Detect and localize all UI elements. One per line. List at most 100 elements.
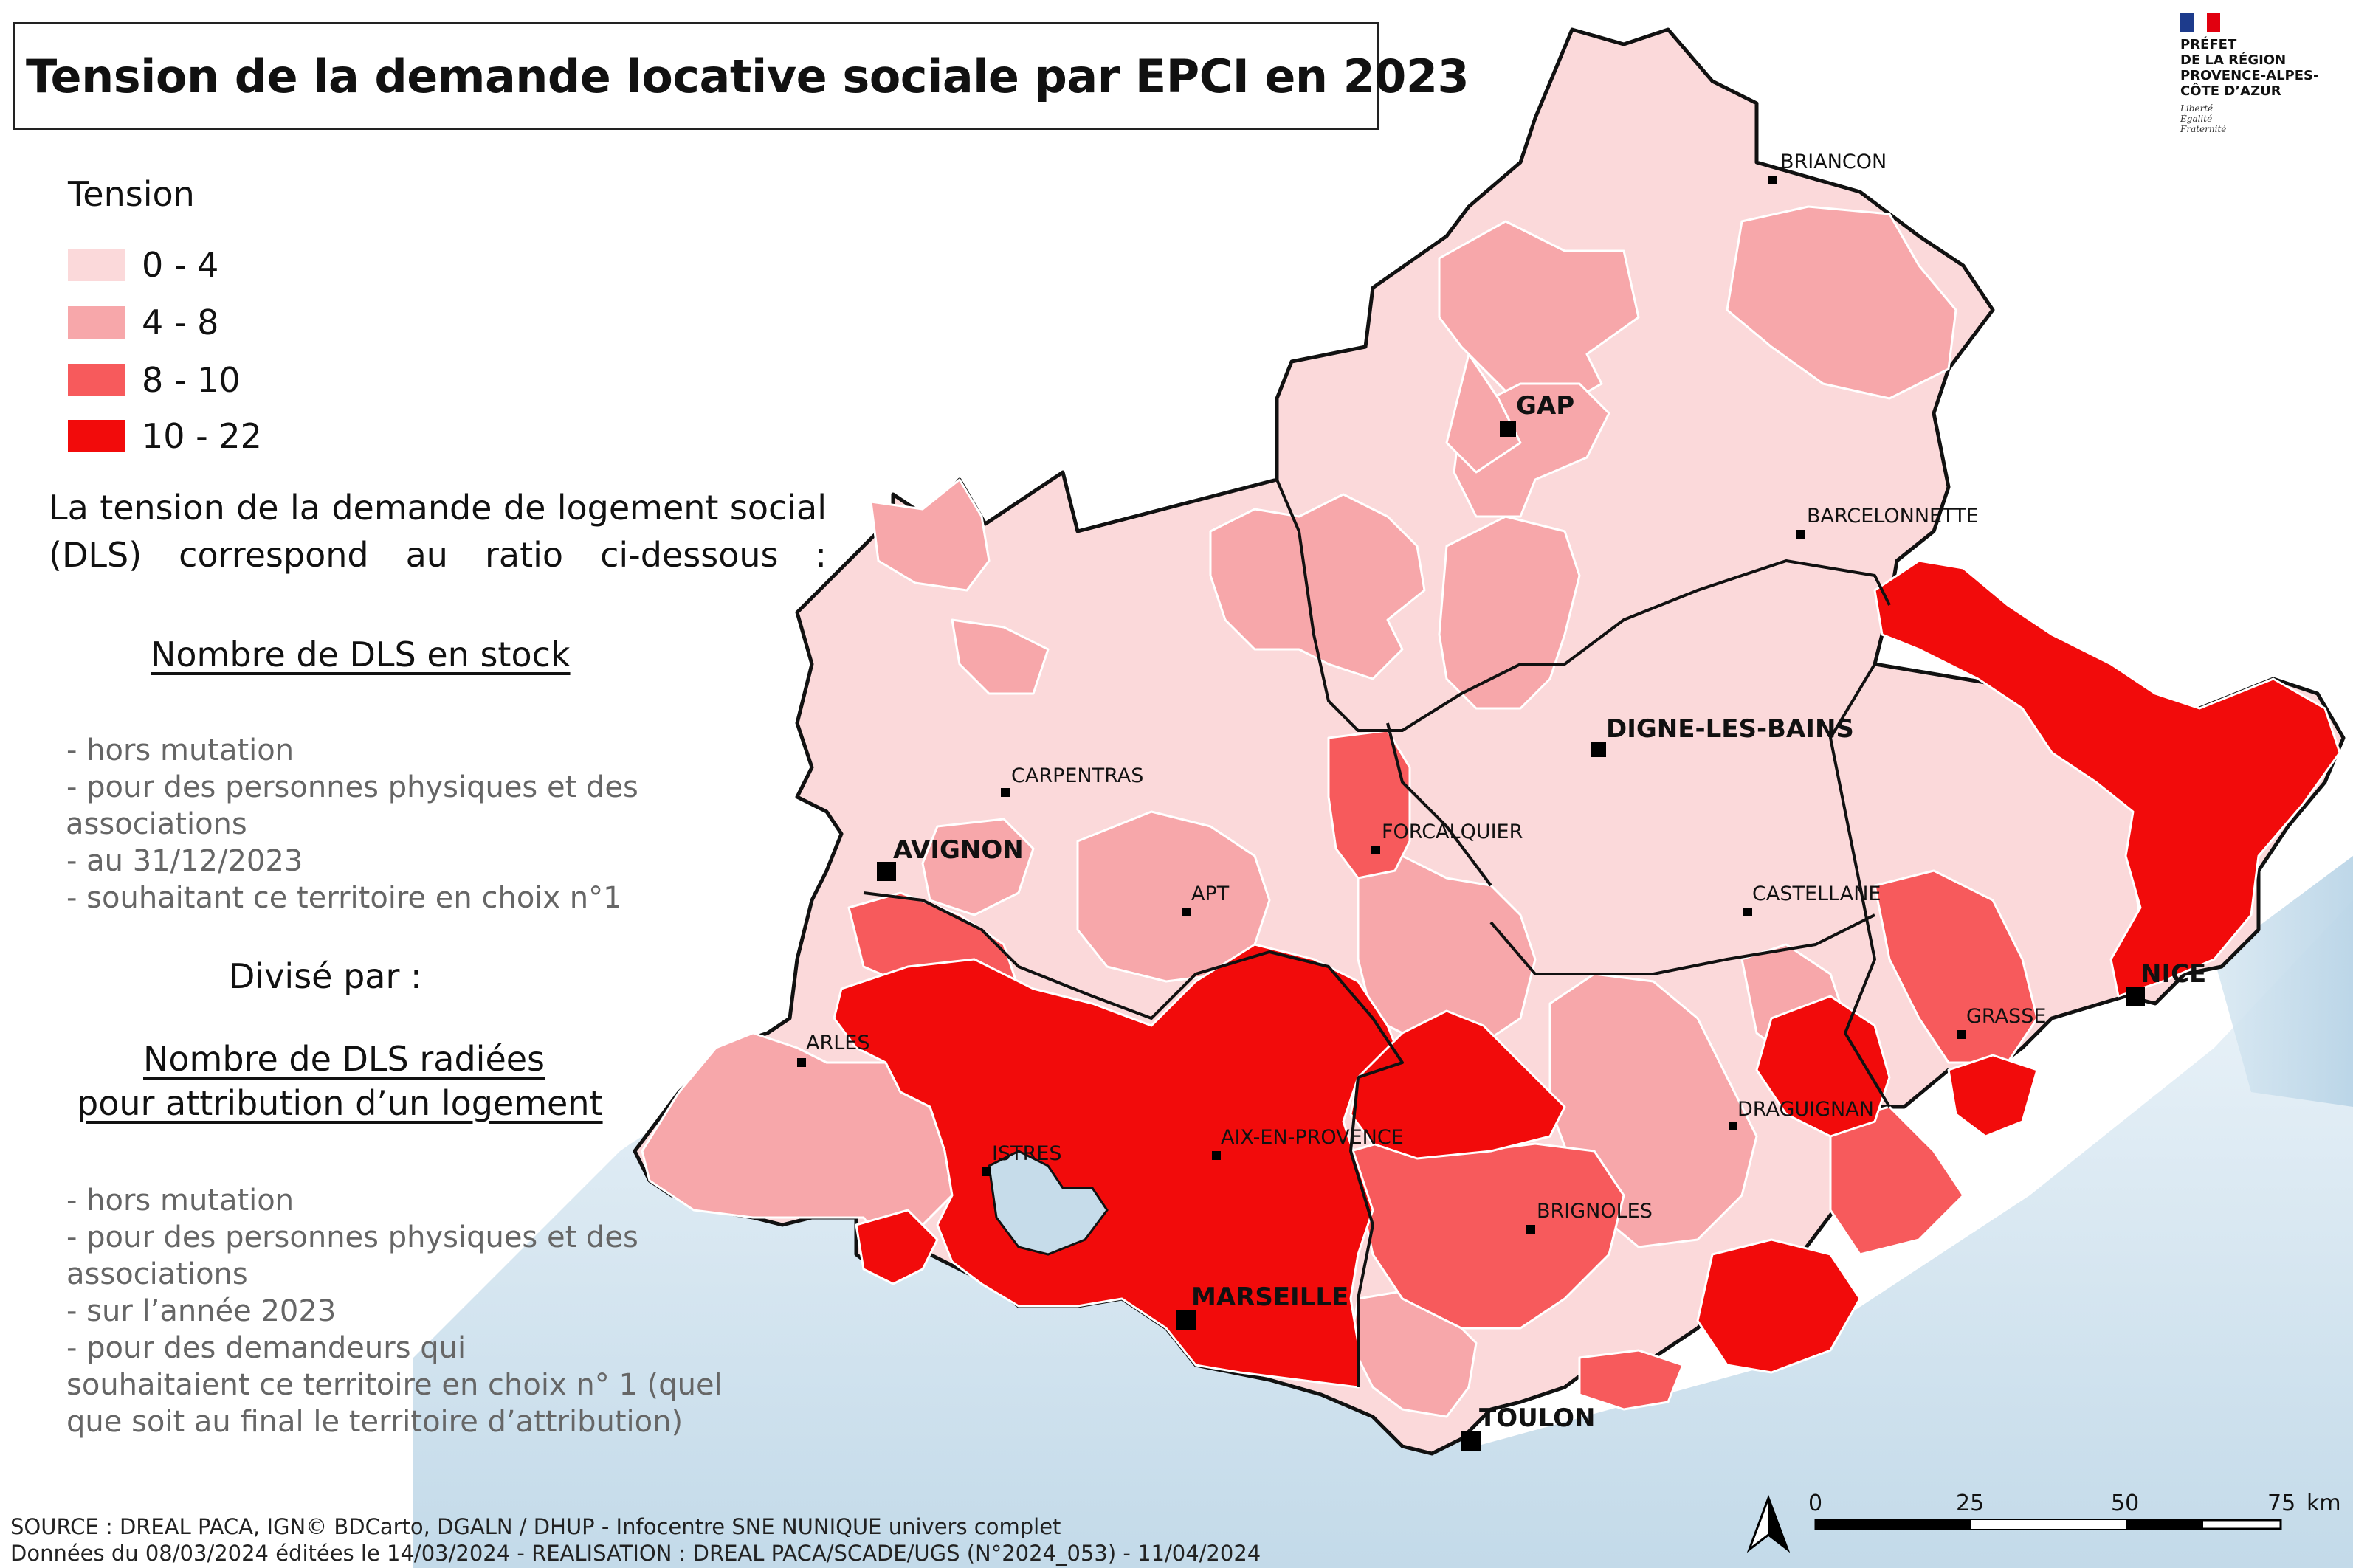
bullet-line: associations (66, 1257, 248, 1291)
numerator-bullets: - hors mutation - pour des personnes phy… (66, 732, 731, 916)
city-label: DIGNE-LES-BAINS (1606, 714, 1854, 744)
legend-item: 4 - 8 (68, 303, 219, 342)
zone-buech (1209, 493, 1426, 680)
divise-label: Divisé par : (229, 956, 422, 996)
logo-line: PROVENCE-ALPES- (2180, 68, 2319, 83)
logo-motto: Liberté (2180, 103, 2214, 114)
bullet-line: - hors mutation (66, 733, 294, 767)
city-dot (1176, 1310, 1196, 1330)
city-dot (982, 1167, 991, 1176)
zone-vaucluse-nord (869, 478, 991, 592)
zone-golfe-st-tropez (1696, 1238, 1861, 1374)
zone-martigues (855, 1209, 939, 1285)
logo-line: DE LA RÉGION (2180, 52, 2287, 68)
bullet-line: - sur l’année 2023 (66, 1294, 337, 1328)
numerator-heading: Nombre de DLS en stock (151, 635, 571, 674)
city-label: GRASSE (1966, 1005, 2047, 1028)
city-dot (1591, 742, 1606, 757)
zone-dracenie (1755, 995, 1891, 1138)
bullet-line: associations (66, 807, 247, 841)
city-label: APT (1191, 883, 1230, 905)
sea-east (2214, 856, 2353, 1107)
bullet-line: - pour des personnes physiques et des (66, 1220, 638, 1254)
legend-label: 4 - 8 (142, 303, 219, 342)
logo-motto: Égalité (2180, 114, 2213, 124)
legend-label: 0 - 4 (142, 245, 219, 285)
logo-motto: Fraternité (2180, 124, 2227, 134)
city-label: NICE (2140, 959, 2207, 989)
scale-tick: 0 (1808, 1491, 1823, 1516)
legend-title: Tension (68, 174, 195, 214)
denominator-bullets: - hors mutation - pour des personnes phy… (66, 1182, 731, 1440)
legend-item: 8 - 10 (68, 360, 241, 400)
city-label: BARCELONNETTE (1807, 505, 1979, 528)
legend-swatch (68, 306, 125, 339)
city-dot (1729, 1122, 1737, 1130)
bullet-line: - hors mutation (66, 1184, 294, 1218)
zone-sorgues (921, 818, 1035, 916)
logo-line: CÔTE D’AZUR (2180, 83, 2281, 99)
city-dot (877, 862, 896, 881)
zone-pays-aubagne (1349, 1009, 1566, 1160)
city-label: ISTRES (992, 1142, 1062, 1165)
city-dot (1743, 908, 1752, 916)
zone-sisteronais (1438, 515, 1581, 710)
map-title: Tension de la demande locative sociale p… (26, 49, 1470, 103)
bullet-line: - pour des demandeurs qui (66, 1331, 466, 1365)
city-label: BRIGNOLES (1537, 1200, 1653, 1223)
city-dot (1182, 908, 1191, 916)
zone-nord-hautes-alpes (1438, 220, 1640, 415)
scale-bar (1814, 1519, 2282, 1530)
zone-vaison (951, 618, 1050, 695)
city-dot (1461, 1431, 1481, 1451)
legend-item: 0 - 4 (68, 245, 219, 285)
zone-embrunais (1726, 205, 1957, 400)
city-dot (1796, 530, 1805, 539)
bullet-line: que soit au final le territoire d’attrib… (66, 1405, 683, 1439)
scale-unit: km (2307, 1491, 2341, 1516)
city-dot (1212, 1151, 1221, 1160)
legend-swatch (68, 249, 125, 281)
city-dot (1957, 1030, 1966, 1039)
bullet-line: - pour des personnes physiques et des (66, 770, 638, 804)
scale-tick: 25 (1956, 1491, 1985, 1516)
city-label: MARSEILLE (1191, 1282, 1349, 1312)
city-dot (2126, 987, 2145, 1006)
city-dot (797, 1058, 806, 1067)
zone-cannes (1947, 1054, 2039, 1138)
zone-gap (1445, 353, 1522, 474)
denominator-heading-1: Nombre de DLS radiées (143, 1039, 545, 1079)
city-dot (1768, 176, 1777, 184)
zone-toulon-est (1578, 1349, 1684, 1411)
zone-grasse (1873, 869, 2039, 1064)
bullet-line: souhaitaient ce territoire en choix n° 1… (66, 1368, 723, 1402)
zone-nice-cote-azur (1873, 559, 2341, 998)
scale-tick: 50 (2111, 1491, 2140, 1516)
zone-var-est (1829, 1105, 1965, 1256)
definition-text: La tension de la demande de logement soc… (49, 488, 827, 575)
city-dot (1500, 421, 1516, 437)
french-flag-icon (2180, 13, 2220, 32)
source-line-1: SOURCE : DREAL PACA, IGN© BDCarto, DGALN… (10, 1514, 1061, 1539)
city-label: GAP (1516, 391, 1575, 421)
city-label: ARLES (806, 1032, 870, 1054)
source-line-2: Données du 08/03/2024 éditées le 14/03/2… (10, 1541, 1261, 1566)
city-dot (1001, 788, 1010, 797)
scale-tick: 75 (2267, 1491, 2296, 1516)
city-dot (1526, 1225, 1535, 1234)
etang-de-berre (988, 1150, 1109, 1256)
city-label: BRIANCON (1780, 151, 1887, 173)
logo-line: PRÉFET (2180, 37, 2237, 52)
city-label: DRAGUIGNAN (1737, 1098, 1874, 1121)
bullet-line: - au 31/12/2023 (66, 844, 303, 878)
city-label: FORCALQUIER (1382, 821, 1523, 843)
city-label: TOULON (1479, 1403, 1596, 1433)
north-arrow-icon (1746, 1494, 1791, 1553)
legend-item: 10 - 22 (68, 416, 262, 456)
city-dot (1371, 846, 1380, 854)
legend-label: 10 - 22 (142, 416, 262, 456)
legend-label: 8 - 10 (142, 360, 241, 400)
map-title-box: Tension de la demande locative sociale p… (13, 22, 1470, 130)
legend-swatch (68, 420, 125, 452)
